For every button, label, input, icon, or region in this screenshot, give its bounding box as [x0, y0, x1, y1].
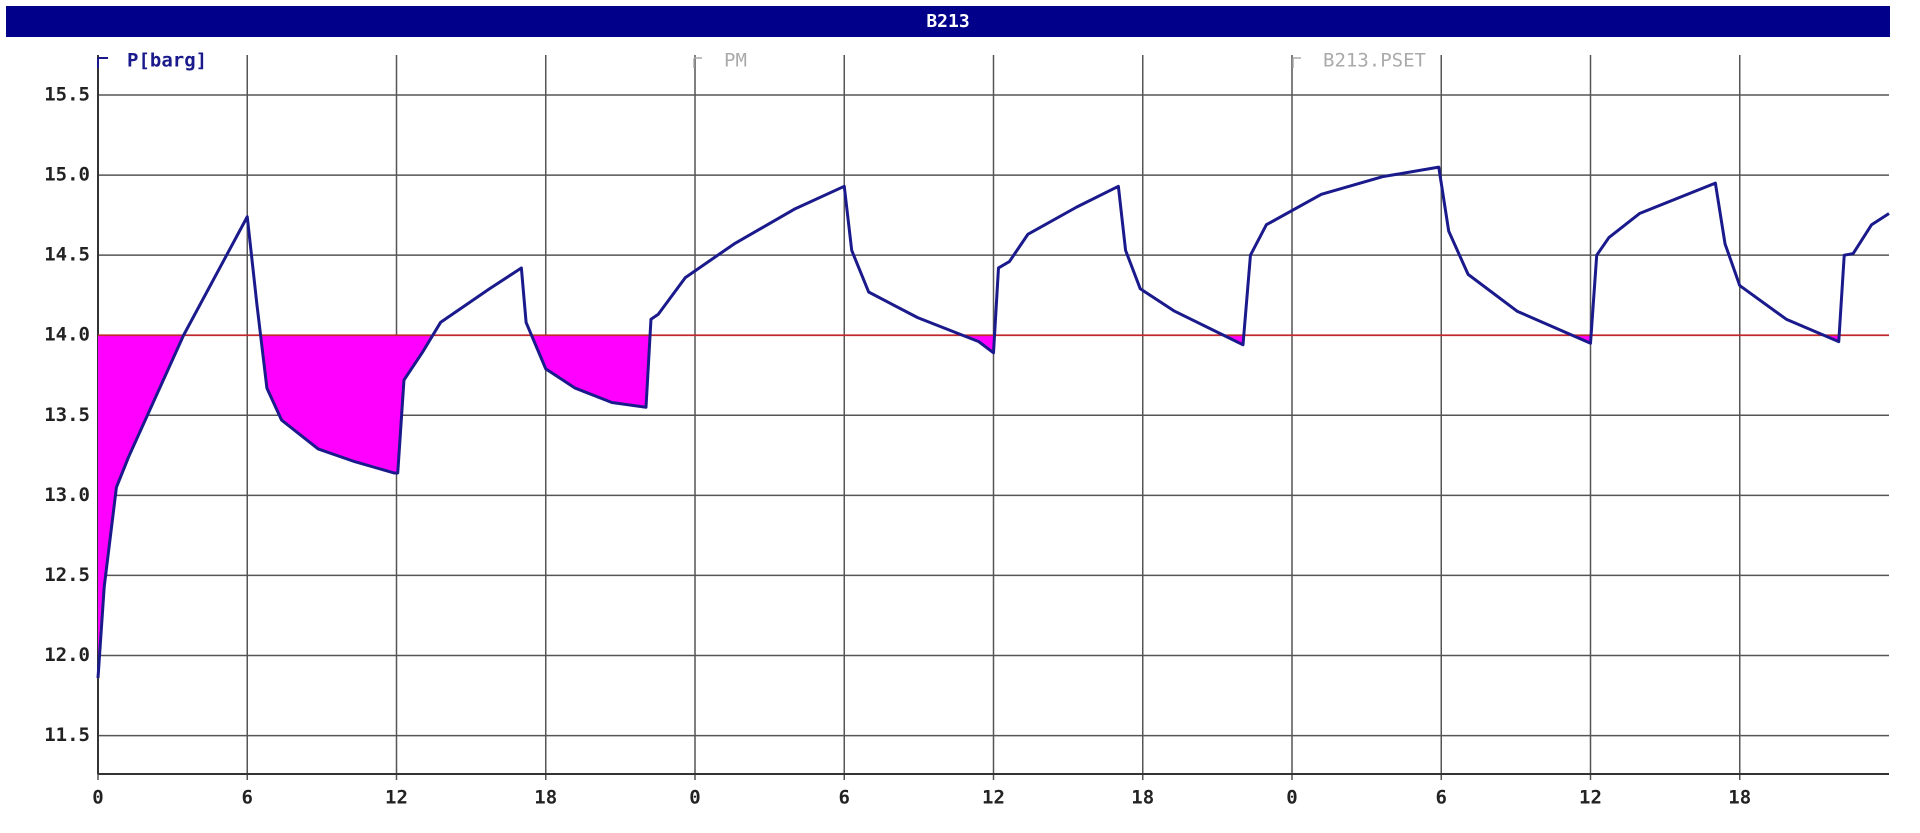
x-tick-label: 6: [242, 787, 253, 809]
legend-label: PM: [724, 50, 747, 72]
x-tick-label: 0: [1286, 787, 1297, 809]
y-tick-label: 14.5: [44, 244, 90, 266]
x-tick-label: 6: [839, 787, 850, 809]
legend-label: B213.PSET: [1323, 50, 1426, 72]
x-tick-label: 18: [1728, 787, 1751, 809]
x-tick-label: 0: [92, 787, 103, 809]
y-tick-label: 13.5: [44, 404, 90, 426]
y-axis-label: P[barg]: [127, 50, 207, 72]
x-tick-label: 0: [689, 787, 700, 809]
x-tick-label: 12: [1579, 787, 1602, 809]
x-tick-label: 12: [385, 787, 408, 809]
x-tick-label: 18: [534, 787, 557, 809]
x-tick-label: 18: [1131, 787, 1154, 809]
y-tick-label: 12.0: [44, 644, 90, 666]
title-bar: [6, 6, 1890, 37]
y-tick-label: 12.5: [44, 564, 90, 586]
y-tick-label: 11.5: [44, 724, 90, 746]
y-tick-label: 13.0: [44, 484, 90, 506]
y-tick-label: 14.0: [44, 324, 90, 346]
chart-title: B213: [926, 11, 969, 32]
below-setpoint-fill: [98, 335, 1889, 678]
y-tick-label: 15.0: [44, 164, 90, 186]
y-tick-label: 15.5: [44, 84, 90, 106]
series-line: [96, 165, 1890, 679]
x-tick-label: 6: [1436, 787, 1447, 809]
x-tick-label: 12: [982, 787, 1005, 809]
